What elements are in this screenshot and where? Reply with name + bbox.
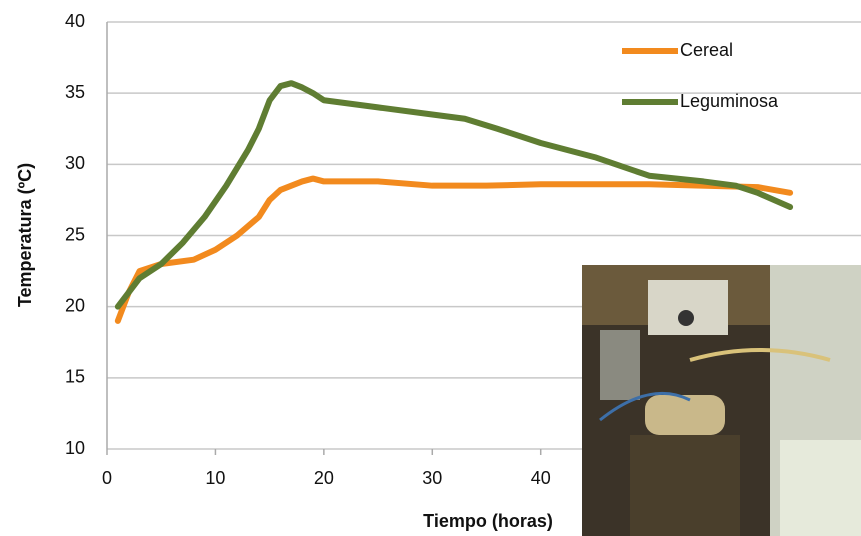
photo <box>582 265 861 536</box>
y-axis-title: Temperatura (ºC) <box>15 163 35 307</box>
y-tick-label: 10 <box>65 438 85 458</box>
legend-label: Leguminosa <box>680 91 779 111</box>
legend-label: Cereal <box>680 40 733 60</box>
y-tick-label: 40 <box>65 11 85 31</box>
x-tick-label: 20 <box>314 468 334 488</box>
x-tick-label: 0 <box>102 468 112 488</box>
x-tick-label: 30 <box>422 468 442 488</box>
y-tick-label: 25 <box>65 224 85 244</box>
y-tick-label: 15 <box>65 367 85 387</box>
chart: Tiempo (horas) Temperatura (ºC) 10 15 20 25… <box>0 0 861 536</box>
y-tick-label: 35 <box>65 82 85 102</box>
x-tick-label: 10 <box>205 468 225 488</box>
legend: Cereal Leguminosa <box>622 40 779 111</box>
y-tick-label: 20 <box>65 295 85 315</box>
y-tick-label: 30 <box>65 153 85 173</box>
x-axis-title: Tiempo (horas) <box>423 511 553 531</box>
x-tick-label: 40 <box>531 468 551 488</box>
